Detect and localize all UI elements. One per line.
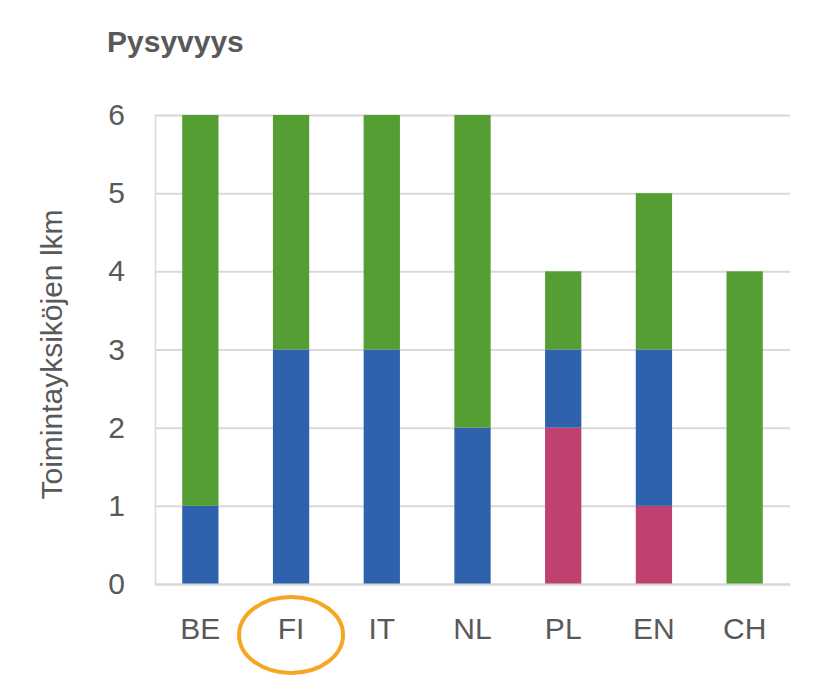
- x-tick-label: IT: [368, 612, 395, 645]
- y-tick-label: 1: [108, 489, 125, 522]
- x-tick-label: CH: [723, 612, 766, 645]
- x-tick-label: BE: [180, 612, 220, 645]
- bar-segment: [727, 271, 763, 584]
- bar-segment: [273, 350, 309, 585]
- x-tick-label: NL: [453, 612, 491, 645]
- bar-segment: [545, 428, 581, 584]
- y-tick-label: 3: [108, 333, 125, 366]
- x-tick: BE: [180, 584, 220, 645]
- x-tick-label: EN: [633, 612, 675, 645]
- y-tick-label: 2: [108, 411, 125, 444]
- bar-segment: [636, 506, 672, 584]
- x-tick-label: PL: [545, 612, 582, 645]
- bar-segment: [636, 350, 672, 506]
- x-axis-line: [156, 584, 791, 586]
- grid-line: [155, 584, 790, 586]
- series: [182, 115, 763, 584]
- bar-segment: [364, 350, 400, 585]
- bar-segment: [273, 115, 309, 350]
- y-axis-line: [156, 116, 791, 585]
- series: [182, 350, 672, 585]
- x-tick: PL: [545, 584, 582, 645]
- highlight-circle: [239, 597, 343, 673]
- y-tick-label: 5: [108, 176, 125, 209]
- bar-segment: [182, 506, 218, 584]
- x-tick-label: FI: [278, 612, 305, 645]
- x-tick: CH: [723, 584, 766, 645]
- bar-segment: [545, 350, 581, 428]
- bar-segment: [182, 115, 218, 506]
- y-tick-label: 4: [108, 254, 125, 287]
- x-tick: NL: [453, 584, 491, 645]
- bar-segment: [545, 271, 581, 349]
- chart: 0 1 2 3 4 5 6 BE FI IT NL PL EN CH Pysyvyys Toimintayks…: [0, 0, 814, 682]
- y-axis: 0 1 2 3 4 5 6: [108, 98, 790, 600]
- x-tick: FI: [278, 584, 305, 645]
- x-tick: IT: [368, 584, 395, 645]
- x-axis: BE FI IT NL PL EN CH: [156, 584, 791, 645]
- x-tick: EN: [633, 584, 675, 645]
- bar-segment: [636, 193, 672, 349]
- title: Pysyvyys: [107, 25, 244, 58]
- y-axis-title: Toimintayksiköjen lkm: [35, 209, 68, 499]
- y-tick-label: 0: [108, 567, 125, 600]
- bar-segment: [364, 115, 400, 350]
- bar-segment: [454, 115, 490, 428]
- plot: 0 1 2 3 4 5 6 BE FI IT NL PL EN CH: [108, 98, 790, 673]
- y-tick-label: 6: [108, 98, 125, 131]
- bars: [182, 115, 763, 584]
- bar-segment: [454, 428, 490, 584]
